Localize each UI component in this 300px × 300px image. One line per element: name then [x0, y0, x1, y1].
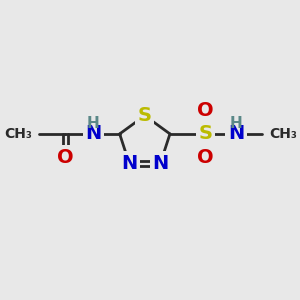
Text: S: S	[199, 124, 213, 143]
Text: H: H	[87, 116, 100, 131]
Text: H: H	[230, 116, 242, 131]
Text: O: O	[197, 148, 214, 167]
Text: N: N	[228, 124, 244, 143]
Text: CH₃: CH₃	[4, 127, 32, 141]
Text: CH₃: CH₃	[269, 127, 297, 141]
Text: O: O	[197, 101, 214, 120]
Text: S: S	[138, 106, 152, 125]
Text: N: N	[121, 154, 137, 173]
Text: N: N	[85, 124, 101, 143]
Text: N: N	[152, 154, 169, 173]
Text: O: O	[57, 148, 74, 167]
